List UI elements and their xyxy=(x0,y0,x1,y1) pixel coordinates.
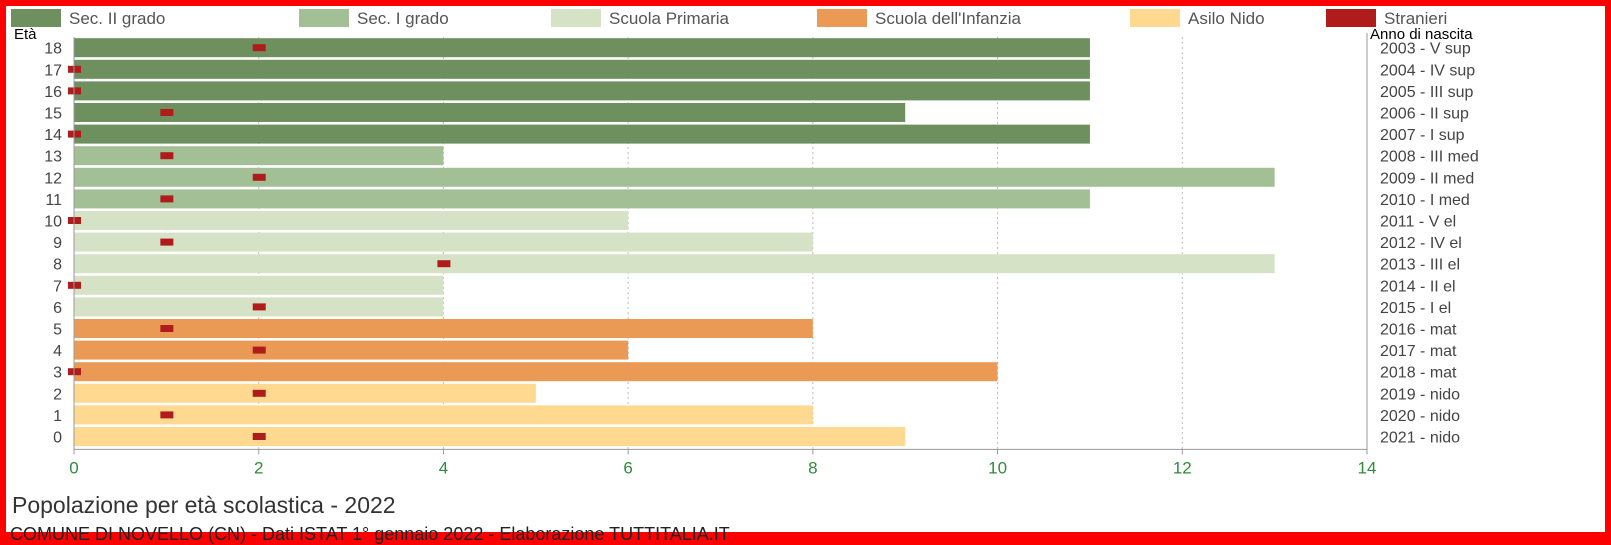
legend-swatch xyxy=(1326,9,1376,27)
x-tick-label: 10 xyxy=(988,458,1007,477)
foreign-marker xyxy=(252,389,266,397)
birth-year-label: 2015 - I el xyxy=(1380,300,1451,317)
chart-source: COMUNE DI NOVELLO (CN) - Dati ISTAT 1° g… xyxy=(10,524,730,544)
chart-svg: Sec. II grado Sec. I grado Scuola Primaria… xyxy=(11,9,1479,477)
axes: 0 2 4 6 8 10 12 14 xyxy=(69,33,1376,477)
legend-label: Sec. II grado xyxy=(69,9,165,28)
age-label: 2 xyxy=(53,386,62,403)
bar xyxy=(74,59,1090,79)
age-label: 4 xyxy=(53,343,62,360)
age-label: 8 xyxy=(53,257,62,274)
bars xyxy=(74,38,1275,446)
age-label: 10 xyxy=(44,214,62,231)
birth-year-label: 2020 - nido xyxy=(1380,408,1460,425)
foreign-marker xyxy=(160,109,174,116)
birth-year-label: 2013 - III el xyxy=(1380,257,1460,274)
age-label: 6 xyxy=(53,300,62,317)
age-label: 3 xyxy=(53,365,62,382)
legend-swatch xyxy=(11,9,61,27)
chart-frame: Sec. II grado Sec. I grado Scuola Primaria… xyxy=(6,6,1605,544)
birth-year-label: 2010 - I med xyxy=(1380,192,1470,209)
bar xyxy=(74,427,906,446)
foreign-marker xyxy=(437,260,451,268)
x-tick-label: 12 xyxy=(1173,458,1192,477)
birth-year-label: 2019 - nido xyxy=(1380,386,1460,403)
age-label: 18 xyxy=(44,41,62,58)
x-tick-label: 4 xyxy=(439,458,448,477)
legend-label: Stranieri xyxy=(1384,9,1447,28)
birth-year-label: 2003 - V sup xyxy=(1380,41,1471,58)
foreign-marker xyxy=(160,411,174,419)
birth-year-label: 2017 - mat xyxy=(1380,343,1457,360)
age-label: 0 xyxy=(53,430,62,447)
foreign-marker xyxy=(252,173,266,181)
bar xyxy=(74,38,1090,58)
legend-swatch xyxy=(299,9,349,27)
birth-year-label: 2009 - II med xyxy=(1380,170,1474,187)
x-tick-label: 2 xyxy=(254,458,263,477)
legend-label: Asilo Nido xyxy=(1188,9,1265,28)
bar xyxy=(74,103,906,122)
x-tick-label: 0 xyxy=(69,458,78,477)
foreign-marker xyxy=(252,433,266,440)
birth-year-label: 2016 - mat xyxy=(1380,322,1457,339)
legend-swatch xyxy=(1130,9,1180,27)
age-label: 7 xyxy=(53,278,62,295)
age-label: 9 xyxy=(53,235,62,252)
bar xyxy=(74,319,813,338)
foreign-marker xyxy=(252,303,266,311)
age-label: 13 xyxy=(44,149,62,166)
y-left-axis-label: Età xyxy=(14,26,37,43)
bar xyxy=(74,405,813,425)
age-label: 12 xyxy=(44,170,62,187)
foreign-marker xyxy=(252,346,266,354)
birth-year-label: 2018 - mat xyxy=(1380,365,1457,382)
legend-label: Scuola Primaria xyxy=(609,9,730,28)
birth-year-label: 2008 - III med xyxy=(1380,149,1479,166)
bar xyxy=(74,254,1275,274)
legend: Sec. II grado Sec. I grado Scuola Primaria… xyxy=(11,9,1447,28)
birth-year-label: 2004 - IV sup xyxy=(1380,62,1475,79)
foreign-marker xyxy=(160,325,174,332)
bar xyxy=(74,383,536,403)
legend-swatch xyxy=(551,9,601,27)
x-tick-label: 6 xyxy=(623,458,632,477)
birth-year-label: 2007 - I sup xyxy=(1380,127,1465,144)
age-label: 1 xyxy=(53,408,62,425)
legend-label: Scuola dell'Infanzia xyxy=(875,9,1021,28)
legend-swatch xyxy=(817,9,867,27)
chart-title: Popolazione per età scolastica - 2022 xyxy=(12,492,396,518)
bar xyxy=(74,189,1090,209)
birth-year-label: 2014 - II el xyxy=(1380,278,1456,295)
x-tick-label: 8 xyxy=(808,458,817,477)
bar xyxy=(74,81,1090,101)
foreign-marker xyxy=(160,238,174,246)
foreign-marker xyxy=(160,195,174,203)
bar xyxy=(74,124,1090,144)
foreign-marker xyxy=(252,44,266,52)
bar xyxy=(74,146,444,166)
birth-year-label: 2005 - III sup xyxy=(1380,84,1473,101)
bar xyxy=(74,275,444,295)
bar xyxy=(74,211,629,230)
birth-year-label: 2012 - IV el xyxy=(1380,235,1462,252)
age-label: 15 xyxy=(44,106,62,123)
foreign-marker xyxy=(160,152,174,160)
bar xyxy=(74,340,629,360)
age-label: 14 xyxy=(44,127,62,144)
age-label: 16 xyxy=(44,84,62,101)
birth-year-label: 2006 - II sup xyxy=(1380,106,1469,123)
birth-year-label: 2011 - V el xyxy=(1380,214,1456,231)
bar xyxy=(74,232,813,252)
age-label: 5 xyxy=(53,322,62,339)
bar xyxy=(74,362,998,382)
x-tick-label: 14 xyxy=(1358,458,1377,477)
y-right-axis-label: Anno di nascita xyxy=(1370,26,1473,43)
bar xyxy=(74,167,1275,187)
age-label: 17 xyxy=(44,62,62,79)
birth-year-label: 2021 - nido xyxy=(1380,430,1460,447)
age-label: 11 xyxy=(45,192,62,209)
legend-label: Sec. I grado xyxy=(357,9,449,28)
